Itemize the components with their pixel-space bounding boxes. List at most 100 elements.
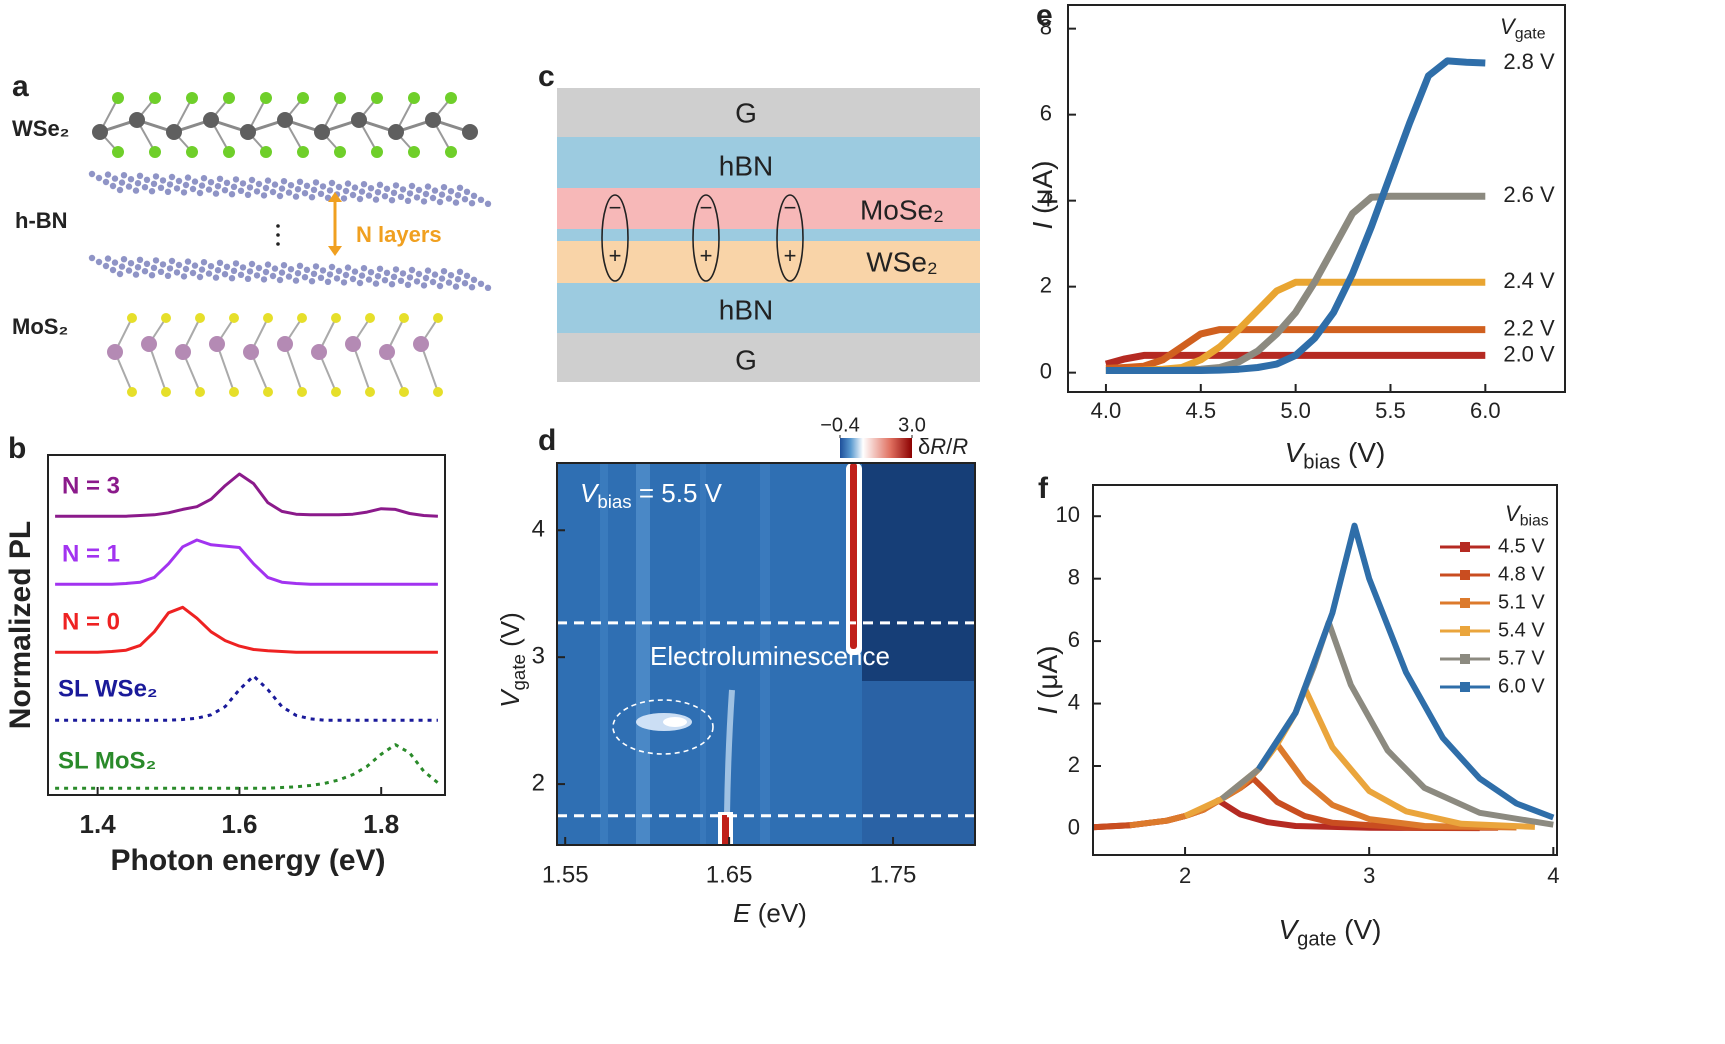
atom (175, 177, 183, 185)
series-line (55, 674, 438, 722)
map-feature (862, 463, 975, 681)
atom (148, 272, 156, 279)
atom (303, 266, 311, 273)
atom (173, 269, 181, 276)
atom (440, 268, 448, 275)
atom (297, 146, 309, 158)
layer-label: WSe₂ (12, 116, 69, 141)
x-axis-label-part: gate (1297, 929, 1336, 951)
atom (424, 183, 432, 190)
atom (406, 190, 414, 197)
atom (344, 180, 352, 187)
atom (88, 254, 96, 262)
atom (127, 313, 137, 323)
annotation-part: = 5.5 V (632, 478, 723, 508)
atom (445, 195, 453, 202)
atom (367, 269, 375, 276)
atom (468, 284, 476, 291)
atom (239, 264, 247, 271)
highlight-ellipse (612, 699, 714, 755)
atom (331, 313, 341, 323)
atom (371, 146, 383, 158)
atom (294, 270, 302, 277)
atom (296, 262, 304, 269)
atom (205, 186, 213, 193)
x-axis-label-part: Photon energy (eV) (110, 844, 385, 877)
atom (253, 188, 261, 195)
layer-label: G (735, 344, 757, 375)
layer (557, 137, 980, 188)
x-axis-label: Photon energy (eV) (110, 844, 385, 877)
atom (287, 266, 295, 273)
atom (351, 184, 359, 191)
atom (136, 172, 144, 179)
x-tick-label: 1.4 (80, 809, 117, 839)
atom (303, 182, 311, 189)
atom (157, 184, 165, 191)
atom (431, 187, 439, 194)
atom (205, 270, 213, 277)
atom (399, 387, 409, 397)
legend-marker (1460, 682, 1470, 692)
atom (104, 255, 112, 262)
atom (157, 268, 165, 275)
atom (280, 262, 288, 269)
y-tick-label: 6 (1040, 100, 1052, 125)
atom (399, 186, 407, 193)
atom (198, 182, 206, 189)
colorbar-label-part: R (930, 434, 946, 459)
atom (271, 265, 279, 272)
atom (223, 92, 235, 104)
atom (454, 192, 462, 199)
atom (148, 188, 156, 195)
layer-label: WSe₂ (866, 246, 938, 277)
atom (365, 387, 375, 397)
atom (200, 175, 208, 182)
atom (342, 271, 350, 279)
atom (292, 277, 300, 284)
legend-label: 4.5 V (1498, 535, 1545, 557)
atom (420, 198, 428, 205)
atom (164, 188, 172, 195)
atom (326, 271, 334, 278)
bond (284, 343, 303, 393)
atom (287, 182, 295, 189)
atom (415, 270, 423, 278)
atom (328, 263, 336, 271)
atom (310, 186, 318, 193)
atom (253, 272, 261, 279)
series-label: SL MoS₂ (58, 747, 156, 774)
atom (429, 194, 437, 202)
atom (184, 174, 192, 181)
atom (198, 266, 206, 273)
atom (399, 270, 407, 277)
atom (221, 187, 229, 194)
atom (214, 183, 222, 190)
atom (243, 344, 259, 360)
colorbar-tick-label: −0.4 (820, 414, 859, 436)
atom (116, 186, 124, 194)
y-tick-label: 2 (1068, 752, 1080, 777)
atom (433, 387, 443, 397)
series-line (1105, 57, 1486, 374)
atom (149, 92, 161, 104)
series-line (1105, 326, 1486, 372)
atom (248, 176, 256, 184)
atom (461, 196, 469, 203)
atom (484, 200, 492, 207)
panel-label: d (538, 424, 556, 457)
annotation-part: V (580, 478, 600, 508)
atom (371, 92, 383, 104)
map-feature (663, 717, 687, 727)
atom (376, 181, 384, 188)
atom (376, 265, 384, 272)
panel-label: c (538, 60, 555, 93)
atom (164, 272, 172, 279)
atom (420, 282, 428, 289)
atom (159, 261, 167, 268)
colorbar-label: δR/R (918, 434, 968, 459)
atom (335, 267, 343, 275)
series-label: 2.6 V (1503, 182, 1555, 207)
atom (333, 275, 341, 282)
